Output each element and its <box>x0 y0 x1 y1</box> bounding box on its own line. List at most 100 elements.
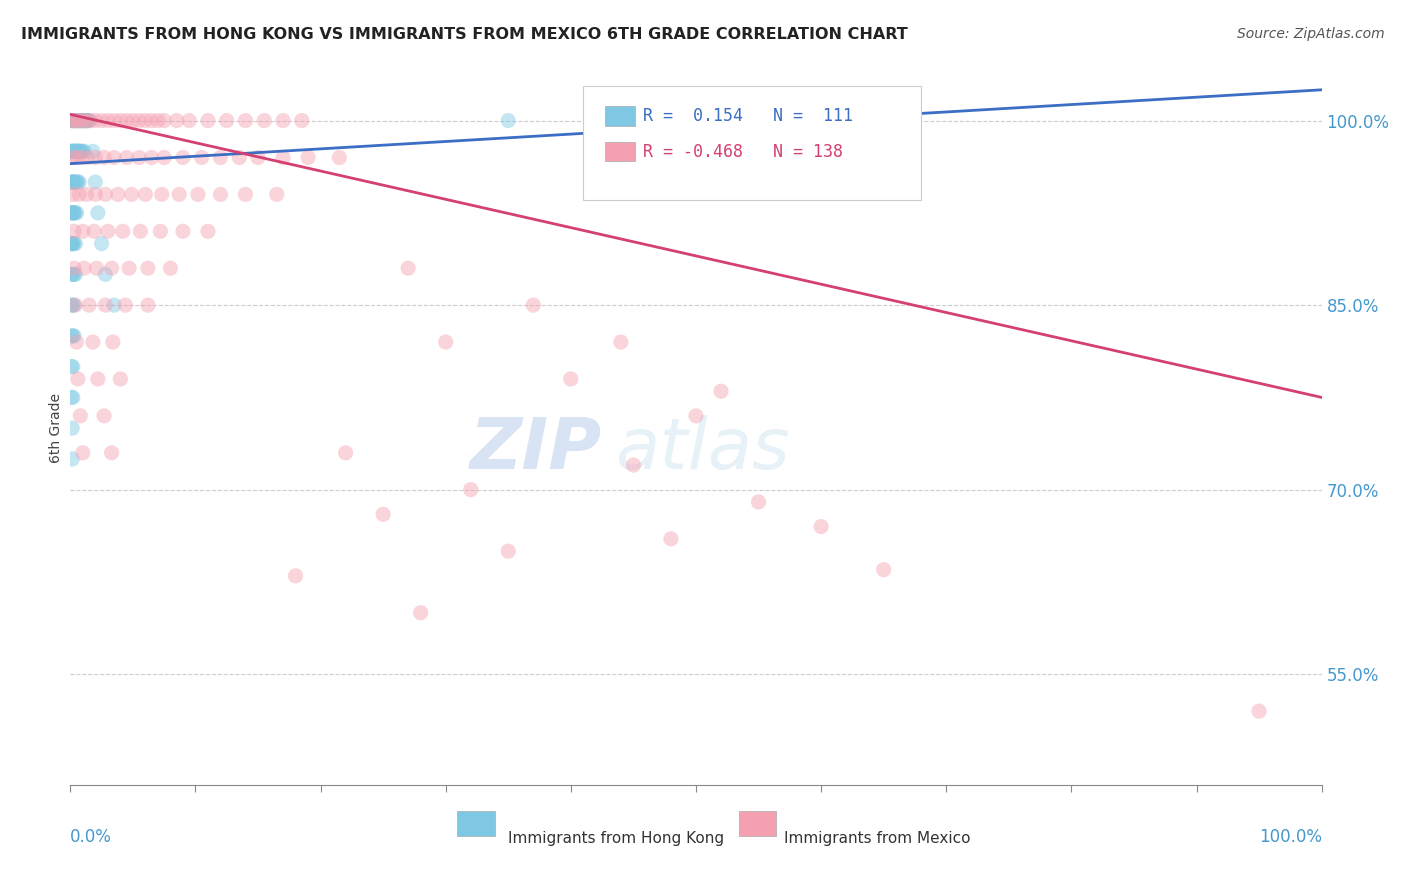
Point <box>810 519 832 533</box>
Point <box>498 113 520 128</box>
Point <box>65 145 87 159</box>
Point <box>90 113 112 128</box>
Point <box>76 113 98 128</box>
Point <box>110 113 132 128</box>
Point <box>67 145 90 159</box>
Point <box>82 145 104 159</box>
Point <box>67 187 90 202</box>
Point <box>69 113 91 128</box>
Point <box>560 372 582 386</box>
Point <box>87 206 110 220</box>
Point <box>86 261 108 276</box>
Point <box>685 409 707 423</box>
Point <box>75 113 97 128</box>
Point <box>63 268 86 282</box>
Point <box>60 391 83 405</box>
Point <box>60 145 83 159</box>
Point <box>76 151 98 165</box>
Point <box>63 298 86 312</box>
Point <box>79 113 101 128</box>
Point <box>209 187 232 202</box>
Point <box>60 451 83 466</box>
Point <box>190 151 212 165</box>
FancyBboxPatch shape <box>583 86 921 200</box>
Point <box>134 187 156 202</box>
Point <box>87 372 110 386</box>
Point <box>498 544 520 558</box>
Point <box>110 372 132 386</box>
Point <box>167 187 190 202</box>
Point <box>328 151 350 165</box>
Point <box>62 113 84 128</box>
Point <box>149 224 172 238</box>
Text: 100.0%: 100.0% <box>1258 828 1322 846</box>
Point <box>215 113 238 128</box>
Point <box>209 151 232 165</box>
Text: Source: ZipAtlas.com: Source: ZipAtlas.com <box>1237 27 1385 41</box>
Point <box>228 151 250 165</box>
Text: atlas: atlas <box>614 415 789 484</box>
Point <box>159 261 181 276</box>
Point <box>69 409 91 423</box>
Point <box>59 175 82 189</box>
Point <box>93 409 115 423</box>
Point <box>82 334 104 349</box>
Point <box>107 187 129 202</box>
Point <box>65 113 87 128</box>
Point <box>748 495 770 509</box>
Point <box>103 298 125 312</box>
Point <box>84 175 107 189</box>
Point <box>63 224 86 238</box>
Point <box>141 113 163 128</box>
Point <box>59 206 82 220</box>
Point <box>150 187 173 202</box>
Point <box>66 145 89 159</box>
Point <box>59 236 82 251</box>
Point <box>72 113 94 128</box>
Point <box>63 206 86 220</box>
Point <box>70 113 93 128</box>
Point <box>103 113 125 128</box>
Point <box>114 298 136 312</box>
Point <box>134 113 156 128</box>
Point <box>70 145 93 159</box>
Point <box>266 187 288 202</box>
Text: Immigrants from Hong Kong: Immigrants from Hong Kong <box>509 831 724 847</box>
Point <box>73 113 96 128</box>
Point <box>72 113 94 128</box>
Point <box>460 483 482 497</box>
FancyBboxPatch shape <box>605 106 634 126</box>
Point <box>371 508 394 522</box>
Point <box>72 446 94 460</box>
Point <box>103 151 125 165</box>
Point <box>93 151 115 165</box>
Point <box>76 113 98 128</box>
Point <box>73 113 96 128</box>
Point <box>65 268 87 282</box>
Point <box>62 151 84 165</box>
Point <box>60 206 83 220</box>
Point <box>62 359 84 374</box>
Point <box>659 532 682 546</box>
Point <box>72 145 94 159</box>
Point <box>65 113 87 128</box>
Point <box>396 261 419 276</box>
Point <box>62 175 84 189</box>
Point <box>62 145 84 159</box>
Point <box>710 384 733 399</box>
Point <box>62 391 84 405</box>
Point <box>62 206 84 220</box>
Point <box>66 113 89 128</box>
Point <box>65 145 87 159</box>
Point <box>65 236 87 251</box>
Point <box>65 206 87 220</box>
Point <box>141 151 163 165</box>
Point <box>69 145 91 159</box>
Point <box>610 334 633 349</box>
Point <box>76 113 98 128</box>
Point <box>63 113 86 128</box>
Point <box>65 151 87 165</box>
FancyBboxPatch shape <box>605 142 634 161</box>
Point <box>335 446 357 460</box>
Point <box>1249 704 1271 718</box>
